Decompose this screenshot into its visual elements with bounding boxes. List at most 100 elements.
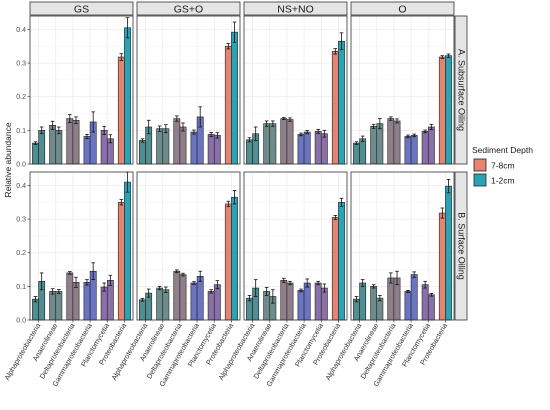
facet-row-strip <box>454 171 468 321</box>
panel-border <box>243 15 348 165</box>
bar-1-2cm <box>213 284 221 321</box>
panel-background <box>30 16 133 164</box>
bar-1-2cm <box>359 282 367 321</box>
legend-label: 1-2cm <box>491 176 515 186</box>
bar-1-2cm <box>286 119 294 165</box>
bar-7-8cm <box>207 291 215 321</box>
y-tick-label: 0.0 <box>16 318 26 325</box>
bar-7-8cm <box>156 287 164 321</box>
bar-1-2cm <box>124 27 131 165</box>
facet-row-strip <box>454 15 468 165</box>
bar-7-8cm <box>139 299 146 321</box>
y-tick-label: 0.4 <box>16 27 26 34</box>
facet-column-label: GS <box>74 4 89 16</box>
bar-1-2cm <box>55 291 63 321</box>
bar-1-2cm <box>231 31 238 165</box>
bar-7-8cm <box>404 291 412 321</box>
y-tick-label: 0.4 <box>16 183 26 190</box>
bar-7-8cm <box>173 270 181 321</box>
y-tick-label: 0.0 <box>16 162 26 169</box>
panel-border <box>136 15 241 165</box>
bar-1-2cm <box>376 123 384 165</box>
panel-background <box>244 172 347 320</box>
bar-7-8cm <box>438 56 446 165</box>
panel-border <box>29 15 134 165</box>
bar-1-2cm <box>106 280 114 321</box>
facet-column-label: O <box>398 4 406 16</box>
y-tick-label: 0.2 <box>16 250 26 257</box>
bar-1-2cm <box>196 275 204 321</box>
facet-column-label: GS+O <box>174 4 203 16</box>
bar-1-2cm <box>376 297 384 321</box>
legend-swatch-7-8cm <box>473 158 487 172</box>
bar-7-8cm <box>32 142 39 165</box>
bar-7-8cm <box>331 51 339 165</box>
bar-7-8cm <box>207 134 215 165</box>
panel-background <box>351 172 454 320</box>
panel-background <box>351 16 454 164</box>
panel-border <box>350 15 455 165</box>
bar-7-8cm <box>100 130 108 165</box>
bar-7-8cm <box>156 128 164 165</box>
bar-1-2cm <box>179 126 187 165</box>
bar-1-2cm <box>72 119 80 165</box>
bar-7-8cm <box>49 125 57 165</box>
bar-7-8cm <box>353 142 360 165</box>
panel-background <box>137 16 240 164</box>
bar-1-2cm <box>269 123 277 165</box>
bar-1-2cm <box>231 196 238 321</box>
y-axis-title: Relative abundance <box>3 122 13 197</box>
y-tick-label: 0.1 <box>16 128 26 135</box>
bar-7-8cm <box>100 286 108 321</box>
facet-column-strip <box>136 1 241 16</box>
bar-7-8cm <box>387 277 395 321</box>
bar-7-8cm <box>331 217 339 321</box>
y-tick-label: 0.1 <box>16 284 26 291</box>
facet-row-label: A. Subsurface Oiling <box>457 49 467 131</box>
facet-column-strip <box>29 1 134 16</box>
bar-7-8cm <box>370 286 378 321</box>
legend-label: 7-8cm <box>491 161 515 171</box>
bar-7-8cm <box>263 123 271 165</box>
bar-7-8cm <box>421 284 429 321</box>
panel-background <box>244 16 347 164</box>
bar-1-2cm <box>410 274 418 321</box>
bar-7-8cm <box>404 136 412 165</box>
panel-border <box>29 171 134 321</box>
panel-border <box>243 171 348 321</box>
bar-1-2cm <box>410 135 418 165</box>
bar-7-8cm <box>117 56 125 165</box>
bar-7-8cm <box>314 131 322 165</box>
bar-1-2cm <box>427 294 435 321</box>
bar-7-8cm <box>314 282 322 321</box>
bar-1-2cm <box>162 289 170 321</box>
bar-7-8cm <box>438 212 446 321</box>
bar-7-8cm <box>83 282 91 321</box>
legend-swatch-1-2cm <box>473 173 487 187</box>
bar-1-2cm <box>303 282 311 321</box>
bar-1-2cm <box>38 130 46 165</box>
bar-7-8cm <box>66 272 74 321</box>
bar-1-2cm <box>338 40 345 165</box>
bar-7-8cm <box>173 118 181 165</box>
legend-title: Sediment Depth <box>472 145 533 155</box>
bar-1-2cm <box>393 120 401 165</box>
bar-1-2cm <box>445 185 452 321</box>
bar-7-8cm <box>32 298 39 321</box>
bar-1-2cm <box>303 131 311 165</box>
y-tick-label: 0.2 <box>16 94 26 101</box>
bar-7-8cm <box>297 290 305 321</box>
bar-1-2cm <box>359 138 367 165</box>
panel-background <box>137 172 240 320</box>
bar-7-8cm <box>353 298 360 321</box>
bar-7-8cm <box>190 282 198 321</box>
bar-7-8cm <box>280 280 288 321</box>
facet-column-strip <box>350 1 455 16</box>
bar-7-8cm <box>139 140 146 165</box>
bar-7-8cm <box>224 45 232 165</box>
bar-1-2cm <box>338 201 345 321</box>
bar-1-2cm <box>55 130 63 165</box>
bar-7-8cm <box>246 139 253 165</box>
panel-border <box>350 171 455 321</box>
